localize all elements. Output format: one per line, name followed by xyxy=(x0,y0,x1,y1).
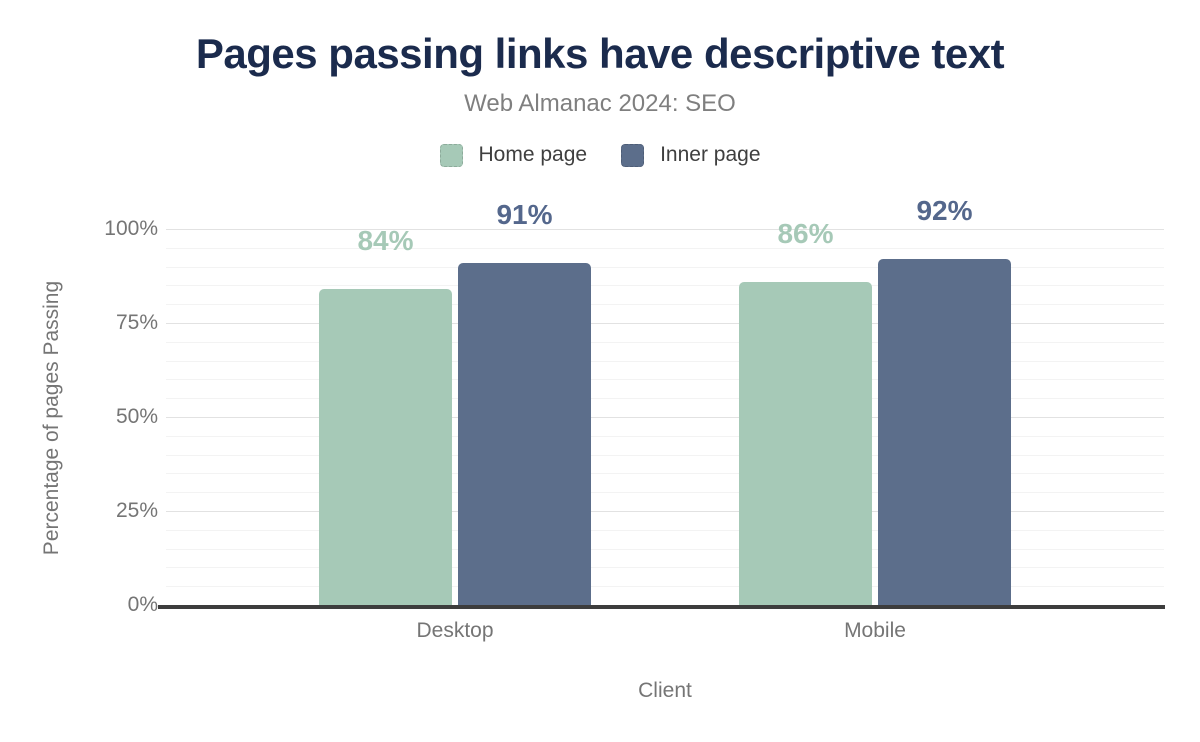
minor-gridline-40 xyxy=(166,455,1164,456)
y-tick-label-75: 75% xyxy=(115,311,158,334)
chart-subtitle: Web Almanac 2024: SEO xyxy=(464,90,736,117)
minor-gridline-30 xyxy=(166,492,1164,493)
value-label-mobile-inner-page: 92% xyxy=(916,195,973,226)
minor-gridline-90 xyxy=(166,267,1164,268)
chart-legend: Home page Inner page xyxy=(0,143,1200,167)
category-label-desktop: Desktop xyxy=(416,619,494,642)
bar-desktop-home-page xyxy=(319,289,452,605)
bar-mobile-inner-page xyxy=(878,259,1011,605)
legend-label-home-page: Home page xyxy=(478,143,588,166)
minor-gridline-60 xyxy=(166,379,1164,380)
value-label-desktop-inner-page: 91% xyxy=(496,199,553,230)
bar-mobile-home-page xyxy=(739,282,872,605)
x-axis-title: Client xyxy=(638,679,692,702)
minor-gridline-65 xyxy=(166,361,1164,362)
minor-gridline-95 xyxy=(166,248,1164,249)
minor-gridline-10 xyxy=(166,567,1164,568)
minor-gridline-80 xyxy=(166,304,1164,305)
legend-item-home-page: Home page xyxy=(439,143,588,167)
legend-swatch-inner-page xyxy=(621,143,645,167)
minor-gridline-5 xyxy=(166,586,1164,587)
minor-gridline-55 xyxy=(166,398,1164,399)
bar-desktop-inner-page xyxy=(458,263,591,605)
minor-gridline-85 xyxy=(166,285,1164,286)
major-gridline-75 xyxy=(166,323,1164,324)
value-label-desktop-home-page: 84% xyxy=(357,225,414,256)
y-tick-label-50: 50% xyxy=(115,405,158,428)
legend-swatch-home-page xyxy=(439,143,463,167)
minor-gridline-35 xyxy=(166,473,1164,474)
category-label-mobile: Mobile xyxy=(844,619,906,642)
y-tick-label-100: 100% xyxy=(104,217,158,240)
major-gridline-50 xyxy=(166,417,1164,418)
x-axis-line xyxy=(158,605,1165,609)
minor-gridline-15 xyxy=(166,549,1164,550)
legend-item-inner-page: Inner page xyxy=(621,143,761,167)
legend-label-inner-page: Inner page xyxy=(660,143,761,166)
value-label-mobile-home-page: 86% xyxy=(777,218,834,249)
minor-gridline-45 xyxy=(166,436,1164,437)
minor-gridline-20 xyxy=(166,530,1164,531)
chart-title: Pages passing links have descriptive tex… xyxy=(195,30,1005,77)
minor-gridline-70 xyxy=(166,342,1164,343)
y-tick-label-25: 25% xyxy=(115,499,158,522)
major-gridline-100 xyxy=(166,229,1164,230)
y-tick-label-0: 0% xyxy=(127,593,158,616)
major-gridline-25 xyxy=(166,511,1164,512)
